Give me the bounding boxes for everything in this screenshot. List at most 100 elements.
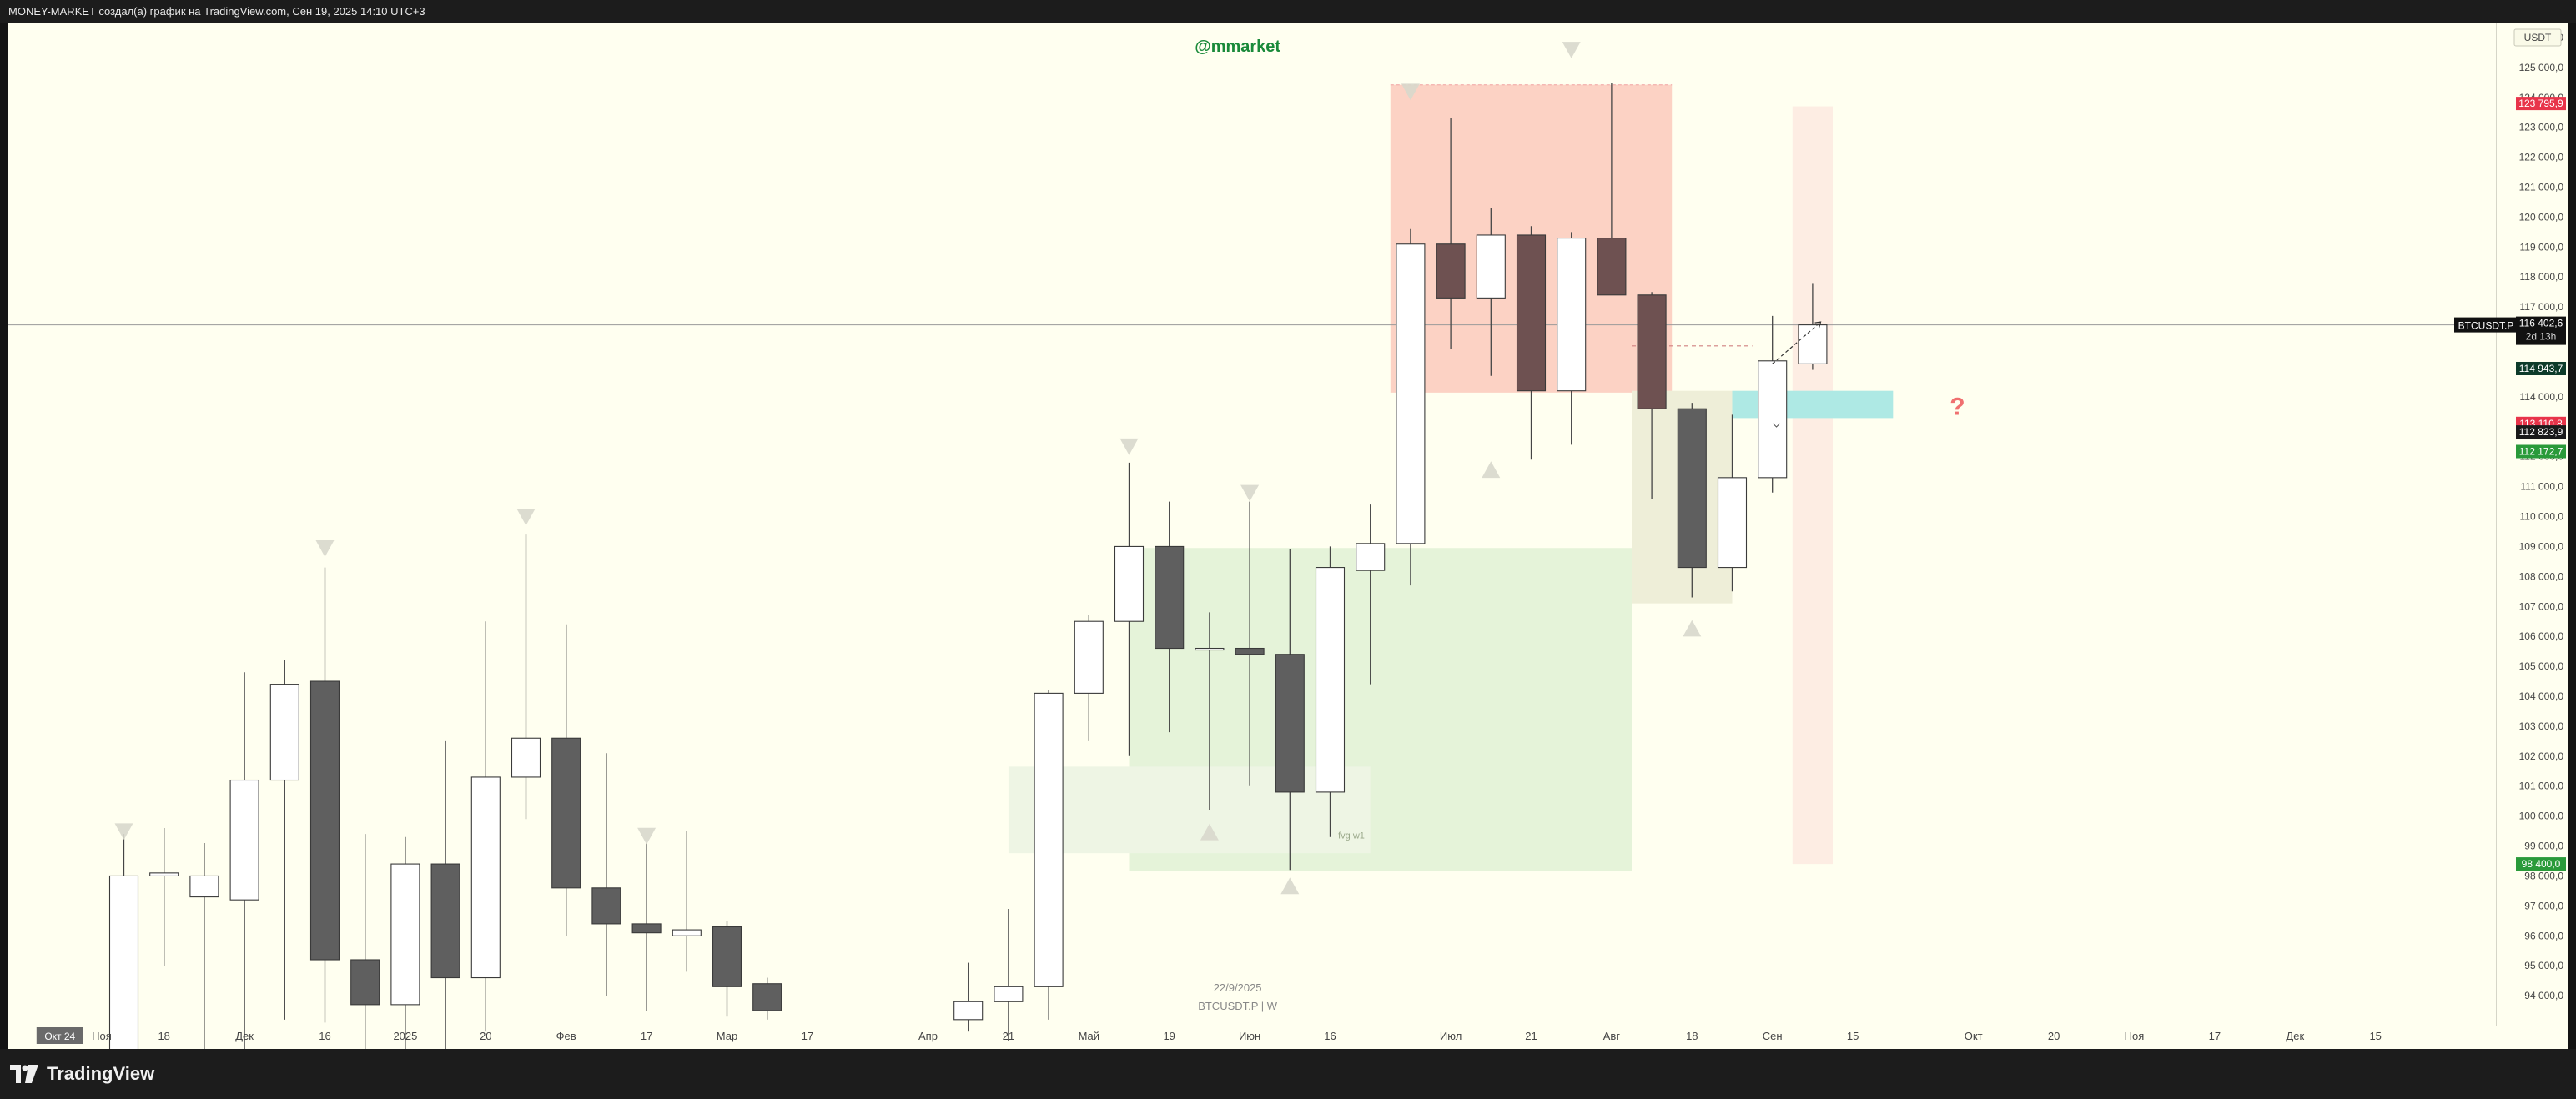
- candle-body-bull: [1396, 243, 1426, 544]
- candle: [1034, 690, 1064, 1020]
- y-tick-label: 102 000,0: [2519, 750, 2564, 762]
- x-tick-label: Ноя: [92, 1030, 112, 1042]
- sell-marker-icon: [1562, 42, 1581, 58]
- y-tick-label: 96 000,0: [2524, 930, 2563, 941]
- y-tick-label: 109 000,0: [2519, 540, 2564, 552]
- x-tick-label: Мар: [717, 1030, 737, 1042]
- candle-body-bear: [1275, 654, 1305, 793]
- sell-marker-icon: [1401, 83, 1420, 101]
- tradingview-logo[interactable]: TradingView: [10, 1062, 154, 1086]
- y-tick-label: 94 000,0: [2524, 990, 2563, 1001]
- y-tick-label: 123 000,0: [2519, 122, 2564, 133]
- cyan-zone: [1732, 390, 1894, 419]
- candle-body-bull: [1315, 567, 1346, 793]
- question-annotation: ?: [1950, 394, 1965, 421]
- x-tick-label: Сен: [1763, 1030, 1783, 1042]
- candle: [149, 827, 179, 966]
- candle-body-bear: [1516, 234, 1547, 392]
- x-tick-label: 18: [158, 1030, 169, 1042]
- candle: [591, 753, 621, 996]
- candle: [631, 842, 662, 1011]
- y-tick-label: 101 000,0: [2519, 780, 2564, 792]
- high-badge-label: 123 795,9: [2518, 98, 2563, 109]
- dashed-arrow-line: [1772, 321, 1821, 364]
- candle: [752, 977, 782, 1020]
- candle: [1195, 612, 1225, 810]
- last-price-badge: [2516, 316, 2566, 345]
- level-badge-black: [2516, 425, 2566, 439]
- candle-body-bull: [953, 1001, 984, 1021]
- cursor-symbol-label: BTCUSDT.P | W: [1198, 1000, 1278, 1012]
- fvg-label: fvg w1: [1338, 831, 1365, 841]
- buy-marker-icon: [1200, 823, 1219, 841]
- buy-marker-icon: [1280, 877, 1300, 895]
- candle: [309, 567, 340, 1023]
- y-tick-label: 121 000,0: [2519, 182, 2564, 193]
- sell-marker-icon: [637, 827, 657, 845]
- chart-caption: MONEY-MARKET создал(а) график на Trading…: [8, 5, 425, 18]
- candle-body-bull: [1758, 360, 1788, 479]
- candle-body-bear: [430, 863, 460, 979]
- y-tick-label: 110 000,0: [2520, 511, 2564, 523]
- y-tick-label: 125 000,0: [2519, 62, 2564, 73]
- candle: [1315, 546, 1346, 837]
- candle: [994, 908, 1024, 1041]
- sell-marker-icon: [1119, 438, 1139, 455]
- candle: [1275, 550, 1305, 871]
- candle-body-bull: [229, 779, 259, 901]
- buy-marker-icon: [1482, 461, 1501, 479]
- countdown-label: 2d 13h: [2526, 331, 2557, 343]
- candle-body-bull: [1476, 234, 1506, 299]
- level-badge-dark-green-label: 114 943,7: [2519, 363, 2563, 374]
- chart-canvas[interactable]: fvg w1 @mmarket? 22/9/2025 BTCUSDT.P | W 94 …: [8, 23, 2568, 1049]
- high-badge: [2516, 97, 2566, 111]
- candle: [1798, 283, 1828, 370]
- candle-body-bear: [1436, 243, 1466, 299]
- last-price-badge-label: 116 402,6: [2519, 318, 2563, 329]
- x-tick-label: 16: [319, 1030, 330, 1042]
- x-tick-label: 20: [2048, 1030, 2060, 1042]
- candle-body-bear: [1235, 647, 1265, 655]
- x-tick-label: Дек: [235, 1030, 254, 1042]
- candle: [229, 672, 259, 1049]
- symbol-tag-box: [2454, 317, 2518, 333]
- candle: [1356, 504, 1386, 685]
- low-badge: [2516, 857, 2566, 871]
- x-tick-label: 15: [1847, 1030, 1859, 1042]
- candle-body-bull: [390, 863, 420, 1006]
- candle: [1476, 208, 1506, 376]
- brand-text: TradingView: [47, 1063, 155, 1084]
- x-tick-label: Фев: [556, 1030, 576, 1042]
- sell-marker-icon: [315, 540, 335, 557]
- x-tick-label: 21: [1003, 1030, 1014, 1042]
- candle-body-bull: [470, 776, 501, 979]
- currency-label: USDT: [2524, 32, 2552, 43]
- candle-body-bear: [1637, 294, 1667, 409]
- sell-marker-icon: [516, 509, 536, 526]
- buy-marker-icon: [1683, 620, 1702, 637]
- y-tick-label: 107 000,0: [2519, 600, 2564, 612]
- candle-body-bull: [108, 875, 139, 1049]
- candle-body-bull: [1717, 477, 1748, 569]
- y-tick-label: 119 000,0: [2520, 241, 2564, 253]
- candle-body-bear: [309, 680, 340, 961]
- candle-body-bear: [1597, 238, 1627, 296]
- candle: [511, 534, 541, 820]
- y-tick-label: 105 000,0: [2519, 660, 2564, 672]
- y-tick-label: 103 000,0: [2519, 720, 2564, 732]
- candle: [672, 831, 702, 972]
- candle-body-bull: [1195, 647, 1225, 651]
- y-tick-label: 97 000,0: [2524, 900, 2563, 911]
- candle: [390, 836, 420, 1049]
- y-tick-label: 106 000,0: [2519, 630, 2564, 642]
- candle-body-bull: [511, 737, 541, 778]
- candle-body-bear: [1677, 408, 1707, 569]
- fvg-zone: [1008, 766, 1371, 854]
- y-tick-label: 95 000,0: [2524, 960, 2563, 971]
- y-tick-label: 117 000,0: [2520, 301, 2564, 313]
- candle-body-bear: [752, 983, 782, 1011]
- sell-marker-icon: [114, 823, 133, 841]
- candle: [430, 740, 460, 1049]
- chart-area[interactable]: fvg w1 @mmarket? 22/9/2025 BTCUSDT.P | W 94 …: [8, 23, 2568, 1049]
- candle: [269, 660, 299, 1020]
